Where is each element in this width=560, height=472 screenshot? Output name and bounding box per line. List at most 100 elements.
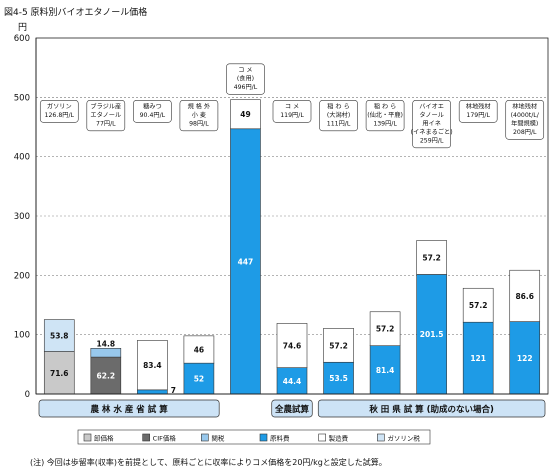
- bar-segment-raw_material: [323, 361, 354, 395]
- legend-label: CIF価格: [153, 434, 177, 443]
- callout-price: 259円/L: [420, 137, 444, 144]
- group-band: [271, 399, 313, 418]
- bar-value-label: 81.4: [376, 366, 395, 375]
- bar-value-label: 44.4: [283, 377, 302, 386]
- callout-box: [458, 100, 498, 123]
- callout-price: 139円/L: [373, 120, 397, 127]
- callout-name: 規 格 外: [188, 102, 211, 110]
- legend-label: 製造費: [329, 434, 349, 443]
- callout-box: [86, 100, 126, 132]
- legend-frame: [77, 429, 431, 445]
- bar-value-label: 201.5: [420, 330, 444, 339]
- figure-title: 図4-5 原料別バイオエタノール価格: [4, 6, 147, 18]
- legend-label: 関税: [211, 434, 225, 443]
- callout-price: 496円/L: [234, 84, 258, 91]
- legend-label: 卸価格: [94, 434, 114, 443]
- bar-value-label: 71.6: [50, 369, 69, 378]
- legend-swatch-cif_price: [142, 433, 150, 442]
- bar-value-label: 7: [171, 386, 176, 395]
- callout-name: (大潟村): [327, 111, 350, 119]
- callout-name: 年間規模): [511, 119, 538, 127]
- legend: 卸価格 CIF価格 関税 原料費 製造費 ガソリン税: [77, 429, 431, 445]
- callout-name: 稲 わ ら: [374, 102, 397, 110]
- bar-segment-manufacturing: [416, 240, 447, 275]
- callout-box: [319, 100, 358, 132]
- bar-value-label: 62.2: [97, 372, 116, 381]
- callout-box: [39, 100, 79, 123]
- bar-value-label: 53.8: [50, 332, 69, 341]
- callout-price: 111円/L: [327, 120, 351, 127]
- callout-price: 90.4円/L: [140, 112, 166, 119]
- bar-segment-raw_material: [230, 128, 261, 395]
- bar-segment-raw_material: [462, 321, 494, 395]
- bar-value-label: 14.8: [97, 339, 116, 348]
- bar-segment-manufacturing: [323, 328, 354, 363]
- callout-name: ガソリン: [47, 102, 72, 110]
- group-label: 農 林 水 産 省 試 算: [90, 404, 168, 415]
- bar-value-label: 57.2: [329, 341, 348, 350]
- group-label: 秋 田 県 試 算 (助成のない場合): [368, 404, 494, 415]
- bar-segment-manufacturing: [369, 311, 401, 347]
- callout-price: 119円/L: [280, 112, 304, 119]
- legend-swatch-gasoline_tax: [377, 433, 385, 442]
- callout-box: [365, 100, 405, 132]
- legend-label: ガソリン税: [387, 434, 420, 443]
- bar-value-label: 57.2: [422, 253, 441, 262]
- bar-value-label: 49: [240, 110, 250, 119]
- callout-name: (4000t/L/: [511, 112, 540, 119]
- callout-price: 179円/L: [466, 112, 490, 119]
- bar-segment-raw_material: [137, 389, 168, 395]
- callout-name: エタノール: [90, 111, 121, 119]
- callout-name: コ メ: [285, 103, 299, 110]
- bar-segment-manufacturing: [509, 269, 541, 322]
- callout-name: タノール: [419, 111, 444, 119]
- callout-price: 98円/L: [189, 120, 209, 127]
- bar-segment-manufacturing: [276, 323, 308, 368]
- y-tick-label: 200: [14, 271, 30, 281]
- callout-name: 林地残材: [512, 102, 537, 110]
- legend-swatch-manufacturing: [318, 433, 326, 442]
- callout-name: ブラジル産: [90, 102, 121, 110]
- bar-segment-manufacturing: [137, 340, 168, 391]
- y-tick-label: 600: [14, 34, 30, 44]
- legend-swatch-raw_material: [259, 433, 268, 442]
- category-groups: 農 林 水 産 省 試 算 全農試算 秋 田 県 試 算 (助成のない場合): [38, 399, 546, 418]
- callout-box: [272, 100, 312, 123]
- y-axis-ticks: 0 100 200 300 400 500 600: [14, 34, 30, 400]
- y-tick-label: 400: [14, 153, 30, 163]
- legend-label: 原料費: [270, 434, 290, 443]
- callout-price: 77円/L: [96, 120, 116, 127]
- bar-stacks: 71.6 53.8 62.2 14.8 7 83.4 52 46 447 49 44.4 74.6 53…: [43, 99, 541, 395]
- callout-name: コ メ: [238, 67, 252, 74]
- callout-box: [226, 63, 265, 95]
- bar-segment-raw_material: [276, 367, 308, 395]
- bar-value-label: 86.6: [515, 292, 534, 301]
- bar-segment-raw_material: [509, 321, 541, 395]
- bar-value-label: 57.2: [469, 301, 488, 310]
- bar-value-label: 74.6: [283, 342, 302, 351]
- bar-segment-raw_material: [183, 362, 215, 395]
- bar-segment-tariff: [90, 348, 122, 358]
- callout-price: 126.8円/L: [45, 112, 75, 119]
- bar-value-label: 121: [470, 354, 486, 363]
- callout-name: 用イネ: [422, 120, 441, 127]
- callout-name: 糖みつ: [143, 102, 162, 110]
- bar-segment-manufacturing: [230, 99, 261, 130]
- callout-name: (食用): [237, 74, 254, 82]
- footnote: (注) 今回は歩留率(収率)を前提として、原料ごとに収率によりコメ価格を20円/…: [30, 457, 387, 467]
- bar-value-label: 53.5: [329, 374, 348, 383]
- callout-name: バイオエ: [419, 103, 444, 110]
- y-tick-label: 500: [14, 93, 30, 103]
- bar-value-label: 447: [238, 257, 254, 266]
- group-band: [317, 399, 546, 418]
- callout-name: 稲 わ ら: [327, 102, 350, 110]
- legend-swatch-tariff: [201, 433, 209, 442]
- bar-segment-gasoline_tax: [43, 319, 75, 352]
- group-band: [38, 399, 220, 418]
- group-label: 全農試算: [274, 404, 310, 415]
- bar-value-label: 46: [194, 346, 204, 355]
- bar-value-label: 83.4: [143, 361, 162, 370]
- y-tick-label: 300: [14, 212, 30, 222]
